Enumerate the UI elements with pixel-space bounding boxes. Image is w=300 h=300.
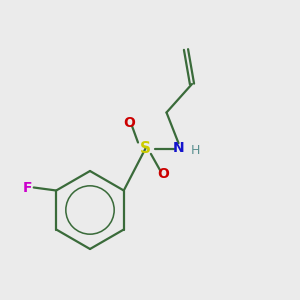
Text: H: H [190, 143, 200, 157]
Text: F: F [23, 181, 32, 194]
Text: S: S [140, 141, 151, 156]
Text: O: O [123, 116, 135, 130]
Text: O: O [158, 167, 169, 181]
Text: N: N [173, 142, 184, 155]
